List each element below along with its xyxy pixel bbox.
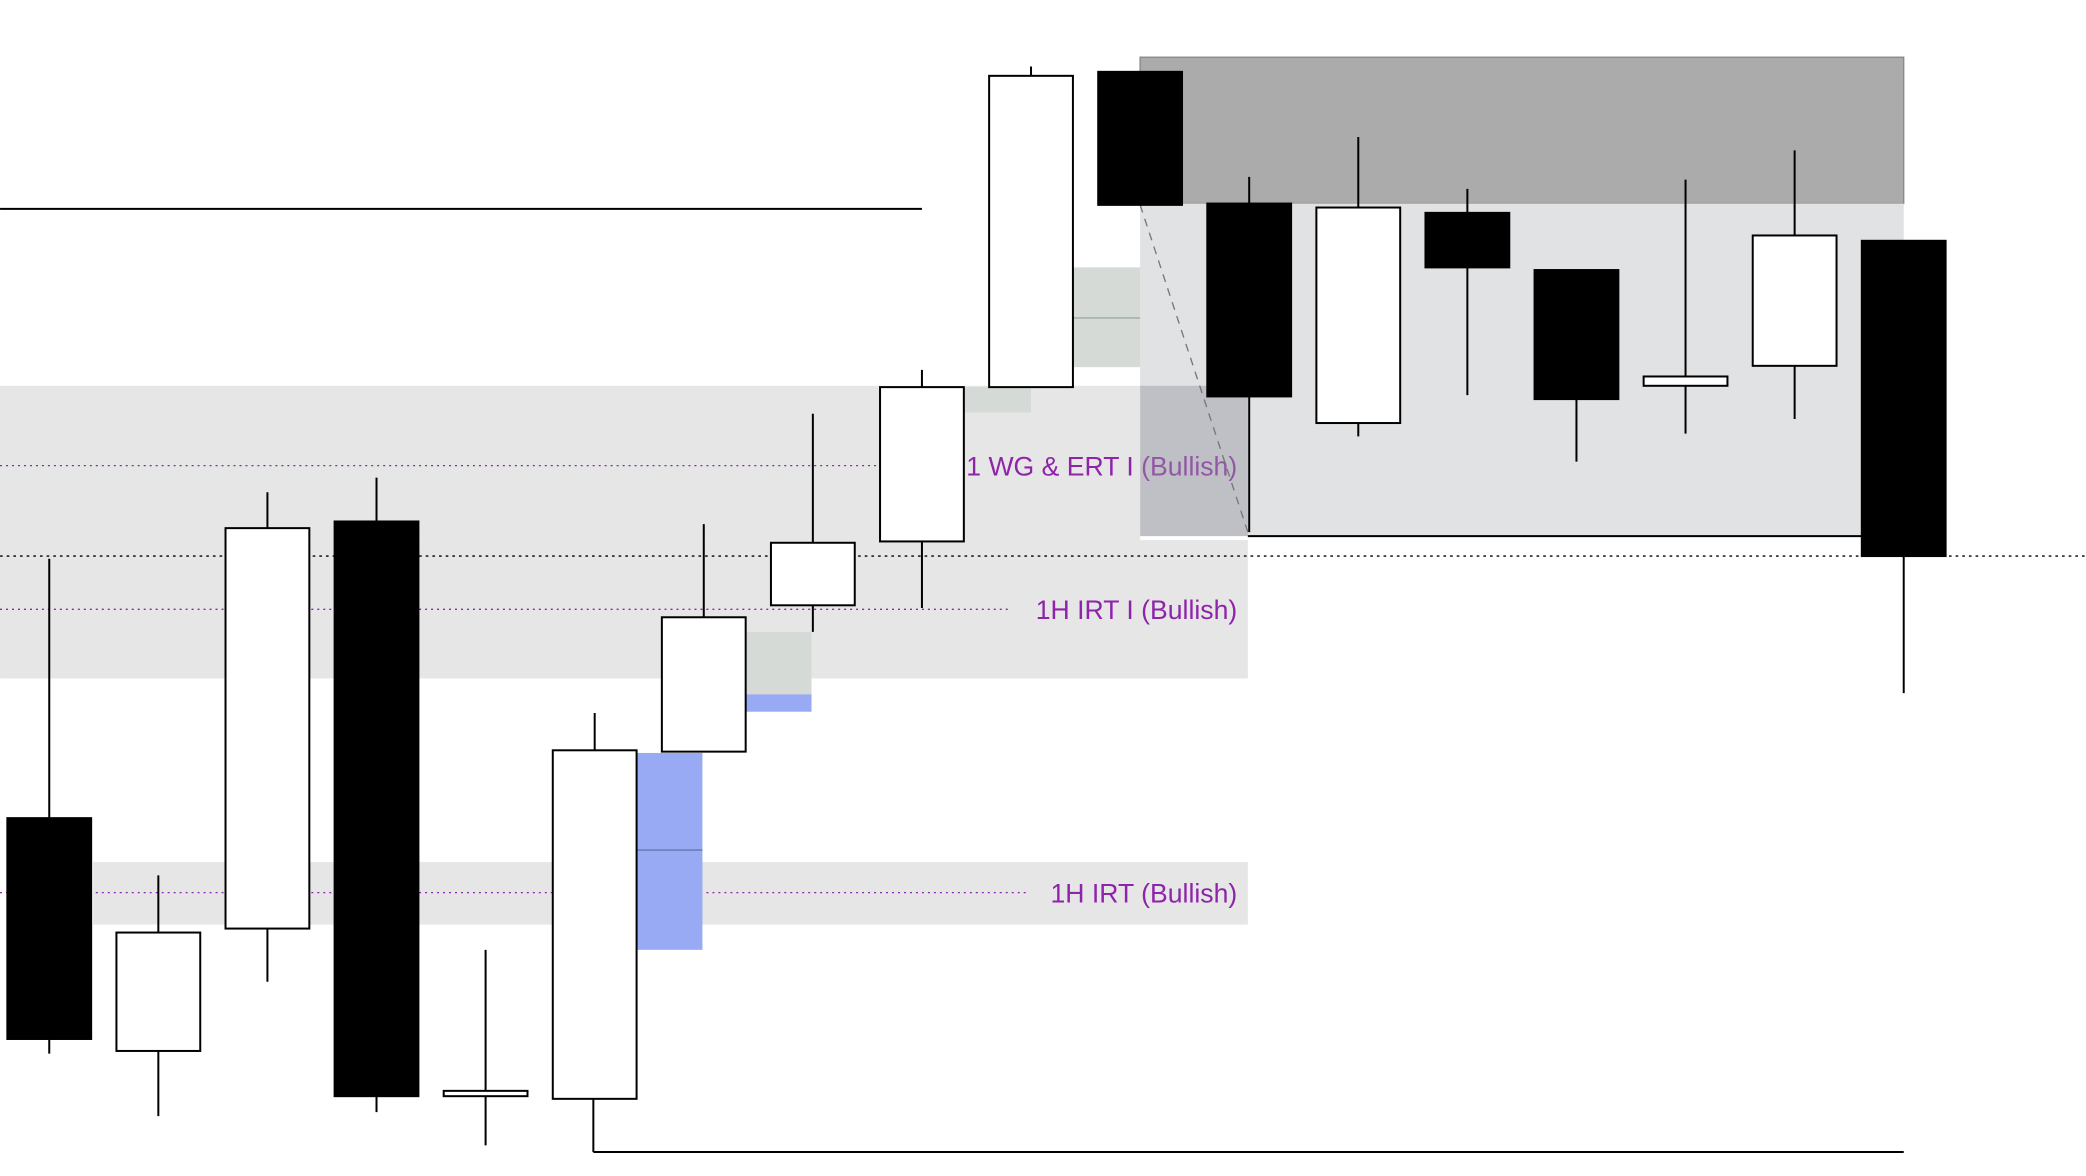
- candle-body: [551, 749, 638, 1100]
- blue-box: [635, 752, 703, 950]
- candle-body: [1860, 239, 1947, 558]
- candle-body: [1206, 202, 1293, 398]
- candle-body: [660, 616, 747, 753]
- blue-box: [745, 694, 812, 712]
- candle-body: [879, 386, 965, 543]
- zone-label: 1H IRT I (Bullish): [1036, 595, 1237, 625]
- candle-body: [769, 541, 856, 607]
- candle-body: [1533, 269, 1620, 401]
- box: [1139, 56, 1905, 205]
- candle-body: [6, 817, 93, 1040]
- zone-label: 1 WG & ERT I (Bullish): [966, 451, 1237, 481]
- zone-label: 1H IRT (Bullish): [1051, 878, 1238, 908]
- gap-box: [964, 387, 1032, 413]
- candle-body: [442, 1089, 529, 1098]
- candle-body: [224, 527, 311, 930]
- candle-body: [1751, 234, 1838, 367]
- gap-box: [745, 631, 812, 696]
- candle-body: [988, 74, 1074, 389]
- candle-body: [1097, 70, 1184, 206]
- decorations: [635, 204, 1249, 950]
- candle-body: [1424, 211, 1511, 269]
- candle-body: [115, 931, 202, 1052]
- candle-body: [333, 520, 420, 1098]
- overlap: [1140, 385, 1248, 537]
- candles: [6, 66, 1947, 1146]
- candle-body: [1642, 375, 1729, 387]
- candle-body: [1315, 206, 1402, 425]
